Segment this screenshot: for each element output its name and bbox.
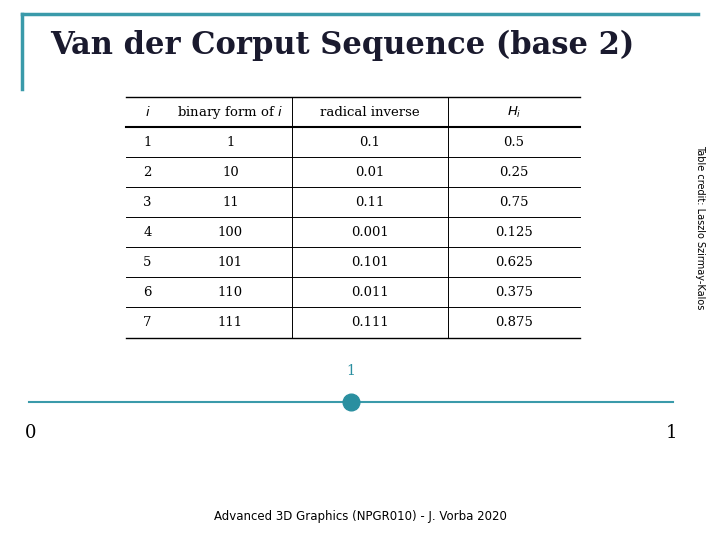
Text: 0.101: 0.101 [351, 256, 389, 269]
Text: 4: 4 [143, 226, 152, 239]
Text: 1: 1 [226, 136, 235, 148]
Text: 11: 11 [222, 196, 239, 209]
Text: 111: 111 [217, 316, 243, 329]
Text: 110: 110 [217, 286, 243, 299]
Text: 3: 3 [143, 196, 152, 209]
Text: 1: 1 [143, 136, 152, 148]
Text: 0.111: 0.111 [351, 316, 389, 329]
Text: 1: 1 [346, 364, 356, 378]
Text: 101: 101 [217, 256, 243, 269]
Text: 0.1: 0.1 [359, 136, 380, 148]
Text: 0.75: 0.75 [499, 196, 528, 209]
Text: radical inverse: radical inverse [320, 106, 420, 119]
Text: 6: 6 [143, 286, 152, 299]
Text: 100: 100 [217, 226, 243, 239]
Text: 0.375: 0.375 [495, 286, 533, 299]
Text: Table credit: Laszlo Szirmay-Kalos: Table credit: Laszlo Szirmay-Kalos [695, 145, 705, 309]
Text: 2: 2 [143, 166, 152, 179]
Text: $i$: $i$ [145, 105, 150, 119]
Text: 0.875: 0.875 [495, 316, 533, 329]
Text: 5: 5 [143, 256, 152, 269]
Text: Advanced 3D Graphics (NPGR010) - J. Vorba 2020: Advanced 3D Graphics (NPGR010) - J. Vorb… [214, 510, 506, 523]
Text: 0.01: 0.01 [355, 166, 384, 179]
Text: 0.001: 0.001 [351, 226, 389, 239]
Text: 7: 7 [143, 316, 152, 329]
Text: 0.125: 0.125 [495, 226, 533, 239]
Text: 0: 0 [25, 424, 37, 442]
Text: binary form of $i$: binary form of $i$ [177, 104, 283, 121]
Text: 0.25: 0.25 [499, 166, 528, 179]
Text: 0.011: 0.011 [351, 286, 389, 299]
Text: 10: 10 [222, 166, 239, 179]
Text: Van der Corput Sequence (base 2): Van der Corput Sequence (base 2) [50, 30, 634, 61]
Text: 0.5: 0.5 [503, 136, 524, 148]
Text: $H_i$: $H_i$ [507, 105, 521, 120]
Text: 0.625: 0.625 [495, 256, 533, 269]
Text: 1: 1 [665, 424, 677, 442]
Text: 0.11: 0.11 [355, 196, 384, 209]
